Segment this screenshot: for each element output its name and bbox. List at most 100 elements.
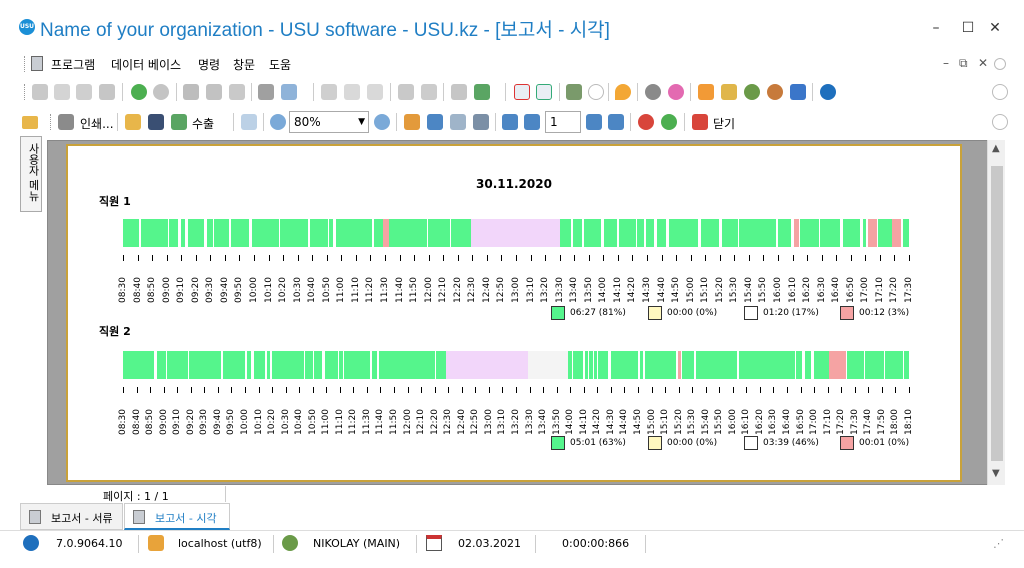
save-icon[interactable] <box>148 114 164 130</box>
zoom-select[interactable]: 80% ▼ <box>289 111 369 133</box>
time-label: 17:50 <box>877 409 887 435</box>
time-label: 09:00 <box>159 409 169 435</box>
next-page-icon[interactable] <box>586 114 602 130</box>
print-preview-icon[interactable] <box>451 84 467 100</box>
user-menu-tab[interactable]: 사용자 메뉴 <box>20 136 42 212</box>
report-toolbar-overflow-icon[interactable] <box>992 114 1008 130</box>
zoom-out-icon[interactable] <box>374 114 390 130</box>
time-tick <box>259 387 260 393</box>
time-tick <box>326 387 327 393</box>
rss-icon[interactable] <box>698 84 714 100</box>
time-tick <box>624 387 625 393</box>
pin-icon[interactable] <box>790 84 806 100</box>
expand-icon[interactable] <box>367 84 383 100</box>
filter-settings-icon[interactable] <box>229 84 245 100</box>
scroll-down-icon[interactable]: ▼ <box>992 468 1000 479</box>
menu-overflow-icon[interactable] <box>994 58 1006 70</box>
activity-segment <box>400 351 417 379</box>
close-window-icon[interactable] <box>536 84 552 100</box>
time-label: 09:10 <box>172 409 182 435</box>
copy-icon[interactable] <box>54 84 70 100</box>
time-tick <box>123 387 124 393</box>
scroll-thumb[interactable] <box>991 166 1003 461</box>
activity-segment <box>586 219 601 247</box>
chevron-down-icon: ▼ <box>358 117 365 127</box>
menu-program[interactable]: 프로그램 <box>51 58 96 72</box>
tab-report-document[interactable]: 보고서 - 서류 <box>20 503 123 530</box>
maximize-button[interactable]: ☐ <box>961 20 975 36</box>
layout-icon[interactable] <box>427 114 443 130</box>
menu-command[interactable]: 명령 <box>198 58 221 72</box>
close-window-button[interactable]: ✕ <box>989 20 1001 36</box>
mdi-close-button[interactable]: ✕ <box>978 56 989 70</box>
export-button[interactable]: 수출 <box>192 117 215 131</box>
menu-help[interactable]: 도움 <box>269 58 292 72</box>
users-icon[interactable] <box>767 84 783 100</box>
time-label: 15:50 <box>758 277 768 303</box>
exit-icon[interactable] <box>566 84 582 100</box>
columns-icon[interactable] <box>321 84 337 100</box>
report-viewer[interactable]: 30.11.2020 직원 1 직원 2 08:30 08:40 08:50 09:0… <box>47 140 1005 485</box>
find-icon[interactable] <box>450 114 466 130</box>
time-label: 17:10 <box>823 409 833 435</box>
mdi-minimize-button[interactable]: – <box>943 56 949 70</box>
time-label: 08:40 <box>133 277 143 303</box>
vertical-scrollbar[interactable]: ▲ ▼ <box>987 140 1005 485</box>
info-icon[interactable] <box>820 84 836 100</box>
collapse-icon[interactable] <box>344 84 360 100</box>
activity-segment <box>701 219 719 247</box>
minimize-button[interactable]: – <box>932 20 940 36</box>
reload-icon[interactable] <box>661 114 677 130</box>
first-page-icon[interactable] <box>502 114 518 130</box>
image-icon[interactable] <box>281 84 297 100</box>
activity-segment <box>567 219 571 247</box>
paste-icon[interactable] <box>99 84 115 100</box>
stop-icon[interactable] <box>638 114 654 130</box>
time-tick <box>254 255 255 261</box>
time-tick <box>218 387 219 393</box>
flag-icon[interactable] <box>258 84 274 100</box>
toolbar-overflow-icon[interactable] <box>992 84 1008 100</box>
properties-icon[interactable] <box>473 114 489 130</box>
last-page-icon[interactable] <box>608 114 624 130</box>
scroll-up-icon[interactable]: ▲ <box>992 143 1000 154</box>
filter-clear-icon[interactable] <box>206 84 222 100</box>
menu-window[interactable]: 창문 <box>233 58 256 72</box>
search-icon[interactable] <box>153 84 169 100</box>
lock-icon[interactable] <box>721 84 737 100</box>
cut-icon[interactable] <box>32 84 48 100</box>
menu-database[interactable]: 데이터 베이스 <box>111 58 182 72</box>
new-window-icon[interactable] <box>514 84 530 100</box>
print-button[interactable]: 인쇄... <box>80 117 114 131</box>
zoom-in-icon[interactable] <box>270 114 286 130</box>
close-report-icon[interactable] <box>692 114 708 130</box>
mdi-restore-button[interactable]: ⧉ <box>959 56 968 70</box>
separator <box>390 83 391 101</box>
note-icon[interactable] <box>421 84 437 100</box>
activity-segment <box>589 351 593 379</box>
prev-page-icon[interactable] <box>524 114 540 130</box>
folder-icon[interactable] <box>22 116 38 129</box>
print-icon[interactable] <box>58 114 74 130</box>
activity-segment <box>904 351 906 379</box>
add-column-icon[interactable] <box>398 84 414 100</box>
open-icon[interactable] <box>125 114 141 130</box>
page-setup-icon[interactable] <box>241 114 257 130</box>
refresh-icon[interactable] <box>131 84 147 100</box>
page-number-input[interactable]: 1 <box>545 111 581 133</box>
location-icon[interactable] <box>615 84 631 100</box>
gear-icon[interactable] <box>645 84 661 100</box>
user-icon[interactable] <box>744 84 760 100</box>
time-label: 10:00 <box>240 409 250 435</box>
close-report-button[interactable]: 닫기 <box>713 117 736 131</box>
tree-icon[interactable] <box>404 114 420 130</box>
export-icon[interactable] <box>171 114 187 130</box>
tab-report-visual[interactable]: 보고서 - 시각 <box>124 503 230 530</box>
navigate-icon[interactable] <box>588 84 604 100</box>
edit-icon[interactable] <box>76 84 92 100</box>
resize-grip-icon[interactable]: ⋰ <box>993 537 1004 550</box>
excel-export-icon[interactable] <box>474 84 490 100</box>
time-label: 13:10 <box>526 277 536 303</box>
color-palette-icon[interactable] <box>668 84 684 100</box>
filter-icon[interactable] <box>183 84 199 100</box>
